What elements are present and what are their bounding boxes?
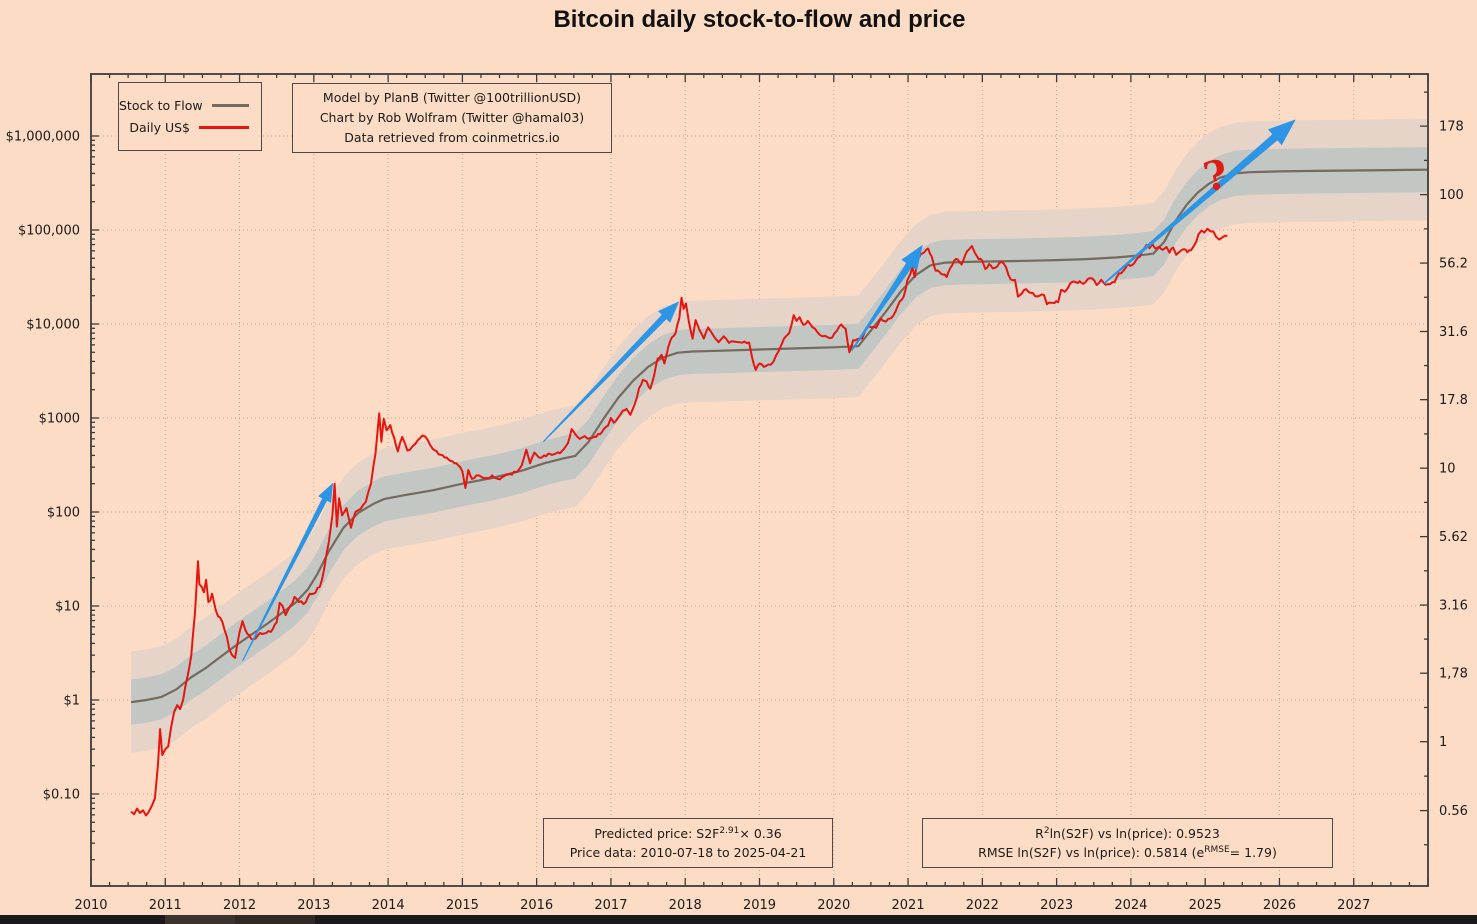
svg-text:2010: 2010 <box>74 898 107 913</box>
attribution-model: Model by PlanB (Twitter @100trillionUSD) <box>322 89 582 105</box>
svg-text:2021: 2021 <box>892 898 925 913</box>
svg-text:1: 1 <box>1439 735 1447 750</box>
legend: Stock to Flow Daily US$ <box>118 82 262 151</box>
predicted-price-formula: Predicted price: S2F2.91× 0.36 <box>594 825 782 841</box>
legend-item-stock-to-flow: Stock to Flow <box>119 98 249 113</box>
bottom-window-edge <box>0 915 1477 924</box>
price-data-range: Price data: 2010-07-18 to 2025-04-21 <box>569 845 807 860</box>
legend-label: Stock to Flow <box>119 98 203 113</box>
svg-text:2027: 2027 <box>1337 898 1370 913</box>
svg-text:2017: 2017 <box>594 898 627 913</box>
svg-text:2024: 2024 <box>1114 898 1147 913</box>
window-edge-segment <box>235 915 315 924</box>
fit-stats-box: R2ln(S2F) vs ln(price): 0.9523 RMSE ln(S… <box>922 818 1333 868</box>
svg-text:$1000: $1000 <box>39 412 80 427</box>
predicted-price-box: Predicted price: S2F2.91× 0.36 Price dat… <box>543 818 833 868</box>
svg-text:2019: 2019 <box>743 898 776 913</box>
window-edge-segment <box>165 915 235 924</box>
svg-text:31.6: 31.6 <box>1439 325 1468 340</box>
daily-usd-line-swatch <box>199 126 249 129</box>
svg-text:$100: $100 <box>47 506 80 521</box>
svg-text:2022: 2022 <box>966 898 999 913</box>
svg-text:2020: 2020 <box>817 898 850 913</box>
svg-text:$1: $1 <box>63 694 80 709</box>
svg-text:0.56: 0.56 <box>1439 804 1468 819</box>
svg-text:2015: 2015 <box>446 898 479 913</box>
svg-text:2013: 2013 <box>297 898 330 913</box>
chart-title: Bitcoin daily stock-to-flow and price <box>553 6 966 33</box>
svg-text:2018: 2018 <box>669 898 702 913</box>
svg-text:2023: 2023 <box>1040 898 1073 913</box>
svg-text:2014: 2014 <box>372 898 405 913</box>
legend-item-daily-usd: Daily US$ <box>119 120 249 135</box>
rmse-stat: RMSE ln(S2F) vs ln(price): 0.5814 (eRMSE… <box>978 844 1277 860</box>
legend-label: Daily US$ <box>129 120 190 135</box>
attribution-data: Data retrieved from coinmetrics.io <box>344 130 560 146</box>
svg-text:$1,000,000: $1,000,000 <box>6 130 80 145</box>
attribution-box: Model by PlanB (Twitter @100trillionUSD)… <box>292 83 612 153</box>
svg-text:2011: 2011 <box>149 898 182 913</box>
svg-text:2016: 2016 <box>520 898 553 913</box>
svg-text:5.62: 5.62 <box>1439 530 1468 545</box>
svg-text:56.2: 56.2 <box>1439 257 1468 272</box>
svg-text:2026: 2026 <box>1263 898 1296 913</box>
attribution-chart: Chart by Rob Wolfram (Twitter @hamal03) <box>319 109 585 125</box>
svg-text:$0.10: $0.10 <box>43 788 80 803</box>
svg-text:$10,000: $10,000 <box>26 318 80 333</box>
r-squared-stat: R2ln(S2F) vs ln(price): 0.9523 <box>1035 825 1220 841</box>
svg-text:178: 178 <box>1439 120 1464 135</box>
stock-to-flow-line-swatch <box>211 104 249 107</box>
svg-text:1,78: 1,78 <box>1439 667 1468 682</box>
svg-text:17.8: 17.8 <box>1439 393 1468 408</box>
svg-text:3.16: 3.16 <box>1439 599 1468 614</box>
svg-text:2025: 2025 <box>1189 898 1222 913</box>
svg-text:100: 100 <box>1439 188 1464 203</box>
svg-text:2012: 2012 <box>223 898 256 913</box>
svg-text:$100,000: $100,000 <box>18 224 80 239</box>
svg-text:10: 10 <box>1439 462 1456 477</box>
svg-text:$10: $10 <box>55 600 80 615</box>
